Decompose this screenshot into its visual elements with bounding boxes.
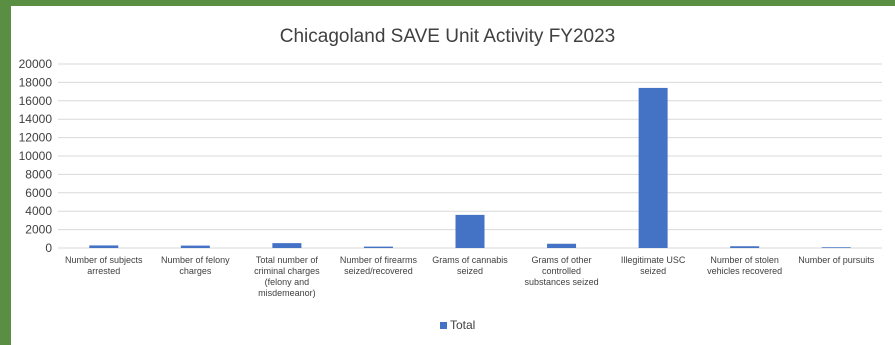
y-tick-label: 20000 [19, 57, 53, 71]
bar [821, 247, 851, 248]
x-category-label: Total number of criminal charges (felony a… [254, 255, 320, 298]
bar [89, 245, 119, 248]
x-category-label: Number of pursuits [798, 255, 875, 265]
y-tick-label: 6000 [25, 186, 52, 200]
bar [547, 243, 577, 248]
bar [180, 245, 210, 248]
bar [363, 246, 393, 248]
bar [638, 87, 668, 248]
legend: Total [440, 318, 475, 332]
legend-swatch [440, 321, 447, 329]
y-tick-label: 12000 [19, 131, 53, 145]
y-tick-label: 2000 [25, 223, 52, 237]
y-axis-ticks: 0 2000 4000 6000 8000 10000 12000 14000 16000 180… [19, 57, 53, 255]
y-tick-label: 18000 [19, 75, 53, 89]
x-category-label: Grams of cannabis seized [432, 255, 508, 276]
x-category-label: Number of subjects arrested [65, 255, 143, 276]
bar [272, 243, 302, 248]
x-category-label: Number of firearms seized/recovered [340, 255, 418, 276]
y-tick-label: 0 [45, 241, 52, 255]
x-category-label: Number of stolen vehicles recovered [707, 255, 782, 276]
y-tick-label: 10000 [19, 149, 53, 163]
y-tick-label: 14000 [19, 112, 53, 126]
y-tick-label: 8000 [25, 167, 52, 181]
x-category-label: Number of felony charges [161, 255, 230, 276]
bar [730, 246, 760, 248]
chart-title: Chicagoland SAVE Unit Activity FY2023 [279, 26, 616, 47]
bars [89, 87, 851, 248]
frame-border-left [0, 0, 11, 345]
legend-label: Total [450, 318, 476, 332]
y-tick-label: 4000 [25, 204, 52, 218]
chart-area [11, 6, 895, 345]
x-axis-categories: Number of subjects arrested Number of felo… [65, 255, 875, 298]
bar [455, 214, 485, 248]
x-category-label: Illegitimate USC seized [621, 255, 686, 276]
y-tick-label: 16000 [19, 94, 53, 108]
x-category-label: Grams of other controlled substances seize… [525, 255, 599, 287]
frame-border-top [0, 0, 895, 6]
